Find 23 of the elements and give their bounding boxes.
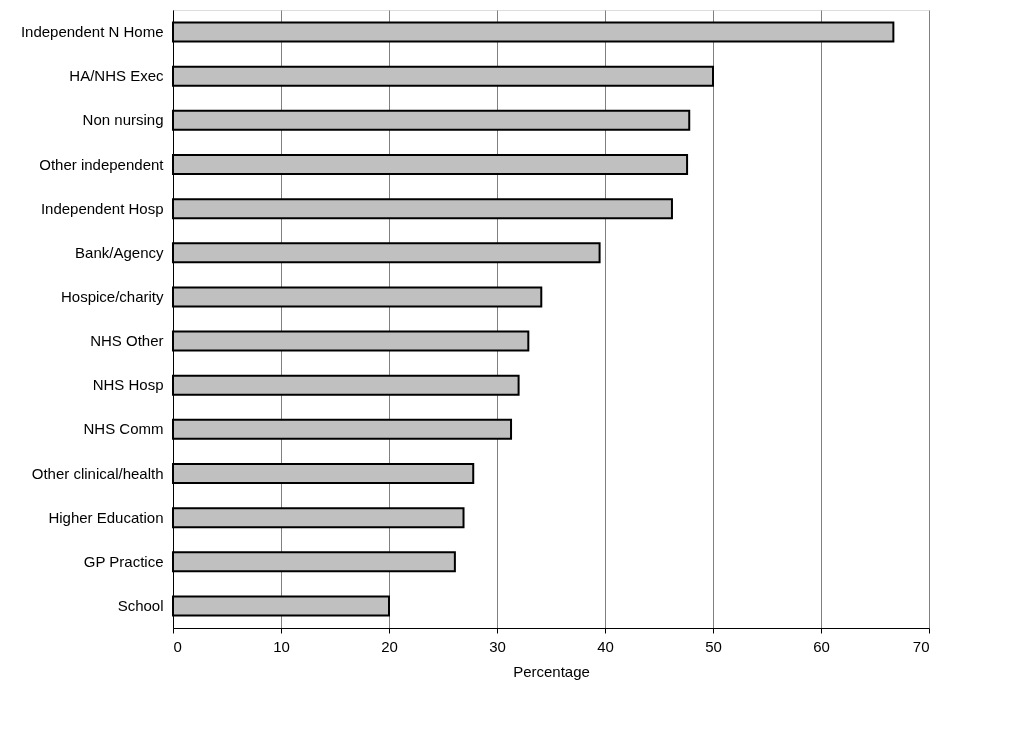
y-tick-label: Independent N Home (20, 23, 164, 41)
x-tick-label: 60 (813, 637, 830, 655)
x-tick-label: 50 (705, 637, 722, 655)
y-tick-label: School (117, 596, 164, 614)
y-tick-label: NHS Hosp (92, 376, 164, 394)
y-tick-label: Higher Education (48, 508, 164, 526)
x-tick-label: 0 (173, 637, 182, 655)
y-tick-label: HA/NHS Exec (69, 67, 164, 85)
y-tick-label: Non nursing (82, 111, 164, 129)
y-tick-label: NHS Other (90, 332, 164, 350)
y-tick-label: Independent Hosp (40, 199, 164, 217)
y-tick-label: GP Practice (83, 552, 164, 570)
x-tick-label: 20 (381, 637, 398, 655)
x-axis-title: Percentage (513, 662, 590, 680)
y-tick-label: Other clinical/health (31, 464, 164, 482)
y-tick-label: NHS Comm (83, 420, 164, 438)
y-tick-label: Bank/Agency (75, 243, 164, 261)
y-tick-label: Other independent (39, 155, 165, 173)
x-tick-label: 30 (489, 637, 506, 655)
y-tick-label: Hospice/charity (60, 287, 164, 305)
x-tick-label: 70 (912, 637, 930, 655)
x-tick-label: 40 (597, 637, 614, 655)
x-tick-label: 10 (273, 637, 290, 655)
